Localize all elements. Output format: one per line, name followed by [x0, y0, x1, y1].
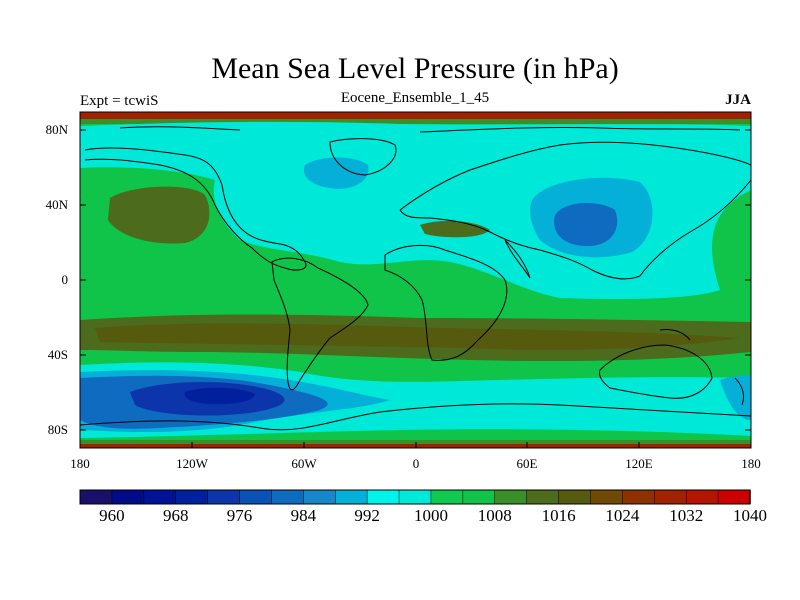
colorbar-swatch: [526, 489, 560, 505]
antarctica-coastline: [80, 403, 751, 431]
season-label: JJA: [725, 92, 751, 108]
pressure-field: [80, 112, 751, 448]
colorbar-swatch: [717, 489, 751, 505]
colorbar-label: 1024: [605, 506, 640, 525]
south-america-coastline: [271, 257, 369, 391]
colorbar-swatch: [494, 489, 528, 505]
pacific-islands-coastline: [659, 329, 745, 406]
colorbar-label: 1000: [413, 506, 448, 525]
lon-label-180e: 180: [741, 456, 761, 471]
colorbar-swatch: [207, 489, 241, 505]
colorbar-swatch: [685, 489, 719, 505]
north-pole-band: [80, 112, 751, 119]
southern-ocean-968-region: [184, 387, 255, 405]
lat-label-80n: 80N: [45, 122, 68, 137]
colorbar-label: 960: [99, 506, 125, 525]
colorbar-swatch: [303, 489, 336, 505]
colorbar-swatch: [654, 489, 687, 505]
lat-label-40n: 40N: [45, 197, 68, 212]
colorbar-swatch: [239, 489, 273, 505]
colorbar-swatch: [398, 489, 432, 505]
lat-label-80s: 80S: [47, 422, 68, 437]
colorbar-swatch: [79, 489, 113, 505]
colorbar-swatch: [175, 489, 209, 505]
colorbar-label: 1032: [669, 506, 704, 525]
colorbar-label: 1040: [733, 506, 767, 525]
australia-coastline: [599, 344, 713, 399]
experiment-label: Expt = tcwiS: [80, 93, 159, 109]
lat-ticks: [80, 129, 751, 431]
colorbar-swatch: [366, 489, 400, 505]
lon-label-120e: 120E: [625, 456, 653, 471]
lat-label-40s: 40S: [47, 347, 68, 362]
colorbar-swatch: [430, 489, 464, 505]
lon-label-180w: 180: [70, 456, 90, 471]
colorbar-swatch: [622, 489, 656, 505]
lon-label-120w: 120W: [176, 456, 208, 471]
colorbar-swatch: [111, 489, 145, 505]
lat-label-0: 0: [61, 272, 69, 287]
africa-coastline: [384, 245, 508, 361]
arctic-coastline: [119, 126, 741, 133]
greenland-coastline: [329, 138, 397, 176]
lon-label-60e: 60E: [516, 456, 538, 471]
india-coastline: [504, 239, 531, 279]
lon-ticks: [79, 442, 752, 448]
colorbar: [79, 489, 751, 505]
north-1016-band: [80, 119, 751, 124]
ensemble-label: Eocene_Ensemble_1_45: [340, 90, 490, 106]
colorbar-frame: [79, 489, 751, 505]
asia-low-984: [554, 203, 618, 247]
colorbar-label: 976: [226, 506, 253, 525]
colorbar-swatch: [143, 489, 177, 505]
colorbar-swatch: [462, 489, 496, 505]
colorbar-label: 1016: [541, 506, 576, 525]
colorbar-label: 984: [290, 506, 317, 525]
colorbar-label: 992: [354, 506, 380, 525]
eurasia-coastline: [399, 141, 751, 280]
colorbar-swatch: [334, 489, 368, 505]
colorbar-label: 968: [162, 506, 189, 525]
north-atlantic-low-992: [303, 157, 369, 189]
east-southern-ocean-992: [720, 375, 751, 420]
north-america-coastline: [84, 147, 307, 271]
colorbar-label: 1008: [477, 506, 512, 525]
map-title: Mean Sea Level Pressure (in hPa): [211, 52, 619, 85]
north-pacific-high-1016: [108, 186, 210, 244]
lon-label-60w: 60W: [291, 456, 317, 471]
coastlines: [80, 126, 751, 431]
colorbar-swatch: [558, 489, 592, 505]
colorbar-swatch: [590, 489, 624, 505]
lon-label-0: 0: [412, 456, 420, 471]
colorbar-swatch: [271, 489, 305, 505]
south-1024-band: [95, 323, 740, 350]
